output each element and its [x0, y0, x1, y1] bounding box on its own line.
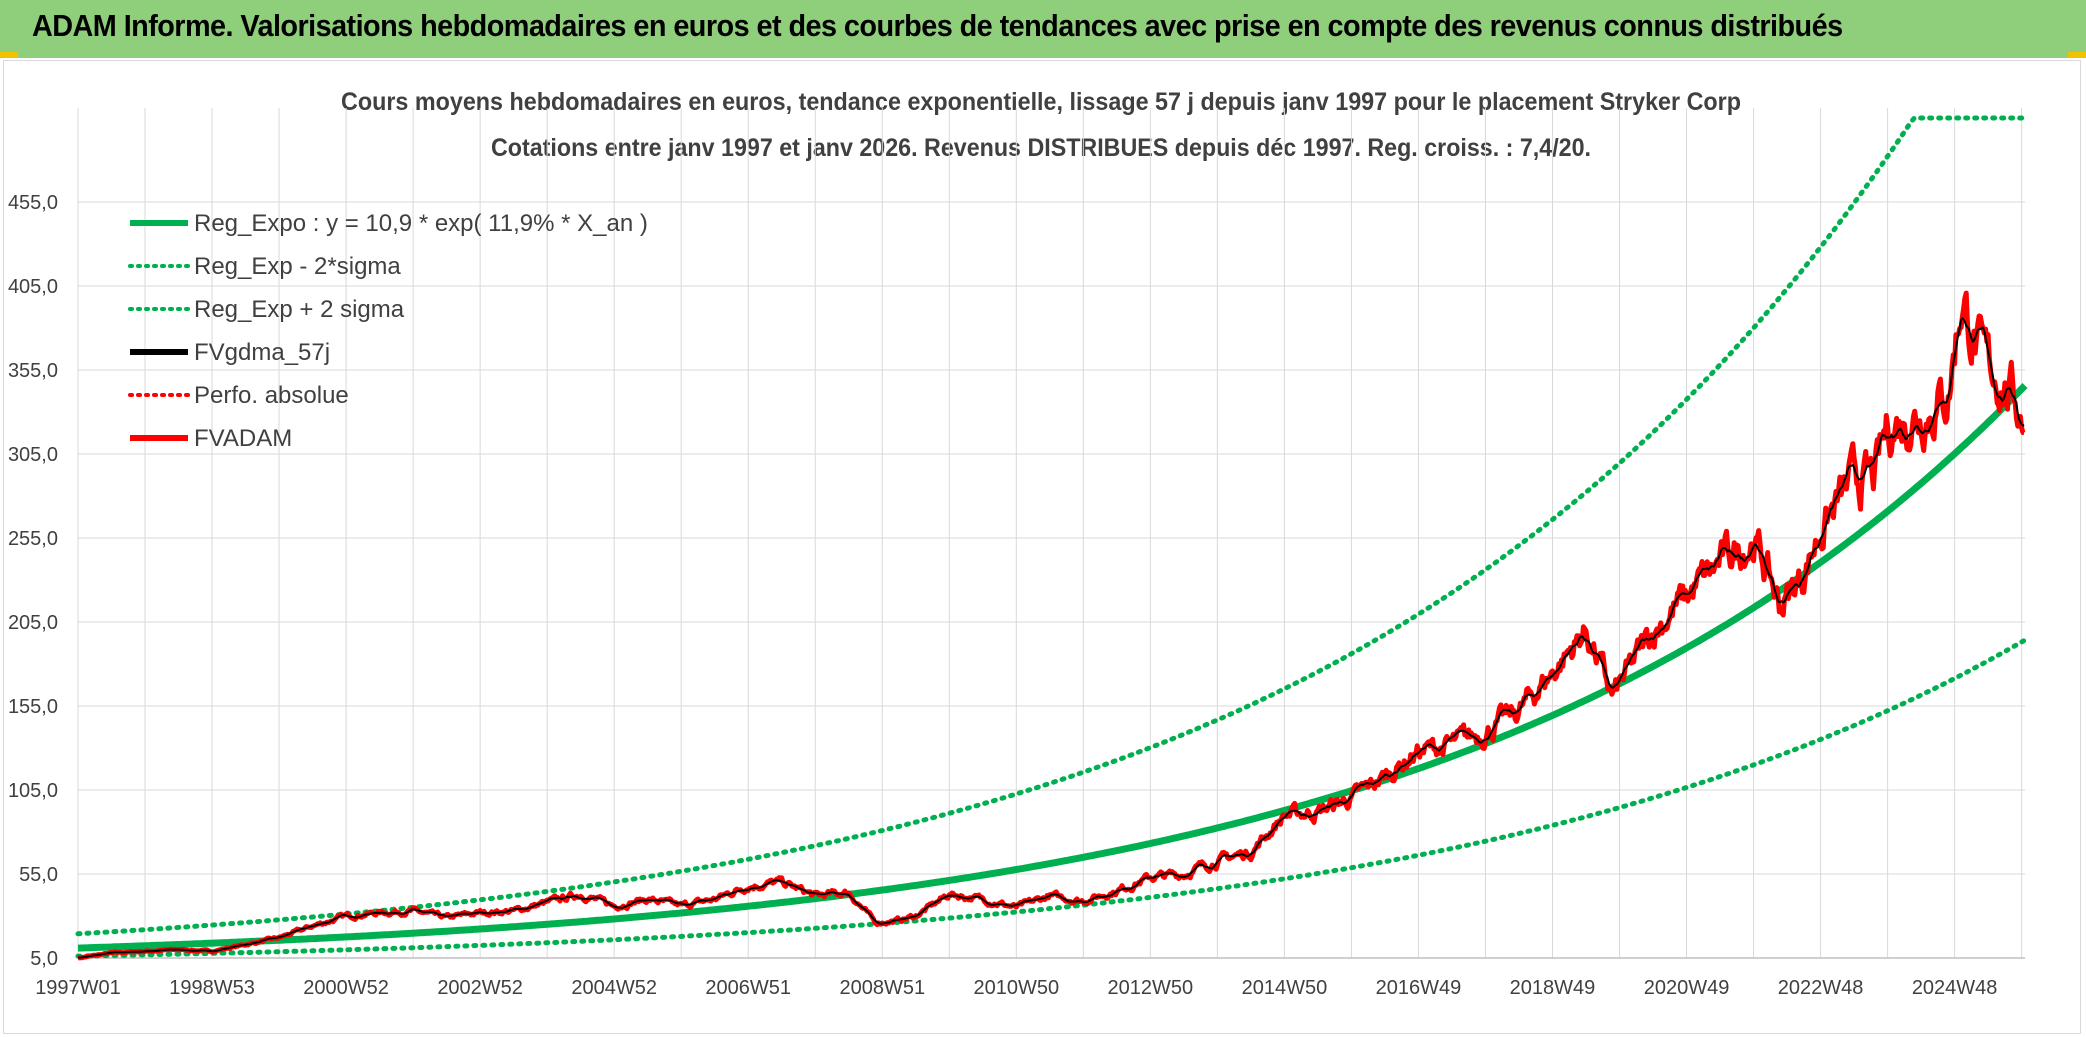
x-tick-label: 2016W49 [1376, 977, 1462, 999]
legend-label-reg-exp-minus-2sigma: Reg_Exp - 2*sigma [194, 253, 401, 280]
x-tick-label: 2014W50 [1242, 977, 1328, 999]
y-tick-label: 305,0 [8, 444, 58, 466]
x-tick-label: 2006W51 [705, 977, 791, 999]
report-title: ADAM Informe. Valorisations hebdomadaire… [32, 8, 1843, 43]
corner-mark-right [2068, 52, 2086, 58]
x-tick-label: 1998W53 [169, 977, 255, 999]
fvgdma-57j-line [77, 317, 2025, 959]
x-tick-label: 2004W52 [571, 977, 657, 999]
x-tick-label: 2010W50 [974, 977, 1060, 999]
fvadam-line [76, 290, 2026, 961]
y-tick-label: 55,0 [19, 864, 58, 886]
y-tick-label: 5,0 [30, 948, 58, 970]
x-tick-label: 2018W49 [1510, 977, 1596, 999]
x-tick-label: 2020W49 [1644, 977, 1730, 999]
x-tick-label: 2012W50 [1108, 977, 1194, 999]
x-tick-label: 2022W48 [1778, 977, 1864, 999]
y-tick-label: 455,0 [8, 192, 58, 214]
y-tick-label: 405,0 [8, 276, 58, 298]
legend-label-fvgdma-57j: FVgdma_57j [194, 339, 330, 366]
reg-exp-minus-2sigma-curve [75, 637, 2028, 959]
y-tick-label: 355,0 [8, 360, 58, 382]
y-tick-label: 205,0 [8, 612, 58, 634]
x-tick-label: 2000W52 [303, 977, 389, 999]
y-tick-label: 105,0 [8, 780, 58, 802]
chart-subtitle: Cotations entre janv 1997 et janv 2026. … [491, 134, 1591, 162]
legend-label-fvadam: FVADAM [194, 425, 292, 452]
legend-label-reg-exp-plus-2sigma: Reg_Exp + 2 sigma [194, 296, 405, 323]
corner-mark-left [0, 52, 18, 58]
axis-ticks: 5,0 55,0 105,0 155,0 205,0 255,0 305,0 355,0 405… [8, 192, 1998, 999]
series [75, 115, 2028, 961]
y-tick-label: 155,0 [8, 696, 58, 718]
legend-label-perfo-absolue: Perfo. absolue [194, 382, 349, 409]
legend: Reg_Expo : y = 10,9 * exp( 11,9% * X_an … [128, 210, 648, 452]
x-tick-label: 2024W48 [1912, 977, 1998, 999]
y-tick-label: 255,0 [8, 528, 58, 550]
x-tick-label: 1997W01 [35, 977, 121, 999]
legend-label-reg-expo: Reg_Expo : y = 10,9 * exp( 11,9% * X_an … [194, 210, 648, 237]
x-tick-label: 2008W51 [839, 977, 925, 999]
reg-expo-curve [77, 383, 2028, 952]
grid [77, 108, 2025, 959]
reg-exp-plus-2sigma-curve [75, 115, 2028, 937]
x-tick-label: 2002W52 [437, 977, 523, 999]
chart-title: Cours moyens hebdomadaires en euros, ten… [341, 88, 1741, 116]
report-banner: ADAM Informe. Valorisations hebdomadaire… [0, 0, 2086, 58]
stock-valuation-chart: Cours moyens hebdomadaires en euros, ten… [8, 88, 2028, 999]
